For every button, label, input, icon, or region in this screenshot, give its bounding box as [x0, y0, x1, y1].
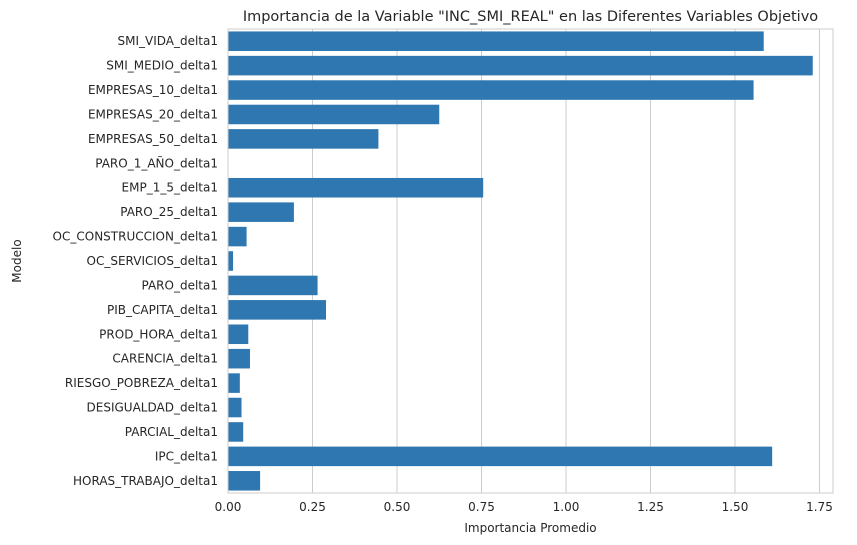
- y-tick-label: IPC_delta1: [155, 449, 218, 463]
- y-tick-label: PARO_25_delta1: [120, 205, 218, 219]
- y-tick-label: OC_CONSTRUCCION_delta1: [53, 230, 218, 244]
- bar: [228, 129, 379, 149]
- x-tick-labels: 0.00 0.25 0.50 0.75 1.00 1.25 1.50 1.75: [215, 500, 833, 514]
- y-tick-labels: SMI_VIDA_delta1 SMI_MEDIO_delta1 EMPRESAS_…: [53, 34, 218, 488]
- y-tick-label: CARENCIA_delta1: [112, 352, 218, 366]
- y-tick-label: PIB_CAPITA_delta1: [107, 303, 218, 317]
- bar: [228, 324, 249, 345]
- x-tick-label: 1.75: [806, 500, 833, 514]
- bar: [228, 446, 773, 467]
- bar: [228, 397, 242, 418]
- x-tick-label: 0.00: [215, 500, 242, 514]
- bar: [228, 55, 813, 76]
- bar: [228, 251, 234, 271]
- bar: [228, 422, 244, 442]
- y-tick-label: EMPRESAS_20_delta1: [88, 107, 218, 121]
- bar: [228, 226, 247, 247]
- y-tick-label: EMPRESAS_10_delta1: [88, 83, 218, 97]
- y-tick-label: HORAS_TRABAJO_delta1: [73, 474, 218, 488]
- bar: [228, 31, 764, 51]
- bar: [228, 348, 250, 369]
- y-tick-label: SMI_MEDIO_delta1: [106, 59, 218, 73]
- bar: [228, 300, 327, 320]
- x-axis-label: Importancia Promedio: [464, 521, 596, 535]
- bar: [228, 275, 318, 296]
- chart-title: Importancia de la Variable "INC_SMI_REAL…: [243, 9, 818, 25]
- bar: [228, 202, 294, 222]
- x-tick-label: 0.25: [299, 500, 326, 514]
- bar: [228, 471, 261, 491]
- y-tick-label: RIESGO_POBREZA_delta1: [65, 376, 218, 390]
- x-tick-label: 1.00: [553, 500, 580, 514]
- plot-frame: [227, 28, 834, 494]
- x-tick-label: 1.25: [637, 500, 664, 514]
- x-tick-label: 1.50: [722, 500, 749, 514]
- y-tick-label: SMI_VIDA_delta1: [117, 34, 218, 48]
- y-tick-label: OC_SERVICIOS_delta1: [87, 254, 218, 268]
- bar: [228, 80, 754, 100]
- x-tick-label: 0.50: [384, 500, 411, 514]
- y-tick-label: DESIGUALDAD_delta1: [87, 401, 218, 415]
- bar: [228, 373, 240, 393]
- y-tick-label: PARO_delta1: [142, 278, 219, 292]
- y-tick-label: PROD_HORA_delta1: [99, 327, 218, 341]
- bar: [228, 177, 484, 198]
- x-tick-label: 0.75: [468, 500, 495, 514]
- y-tick-label: EMPRESAS_50_delta1: [88, 132, 218, 146]
- y-tick-label: PARO_1_AÑO_delta1: [95, 155, 218, 170]
- bars-group: [228, 31, 813, 491]
- bar: [228, 104, 440, 125]
- y-tick-label: PARCIAL_delta1: [125, 425, 218, 439]
- y-tick-label: EMP_1_5_delta1: [122, 181, 218, 195]
- y-axis-label: Modelo: [10, 239, 24, 282]
